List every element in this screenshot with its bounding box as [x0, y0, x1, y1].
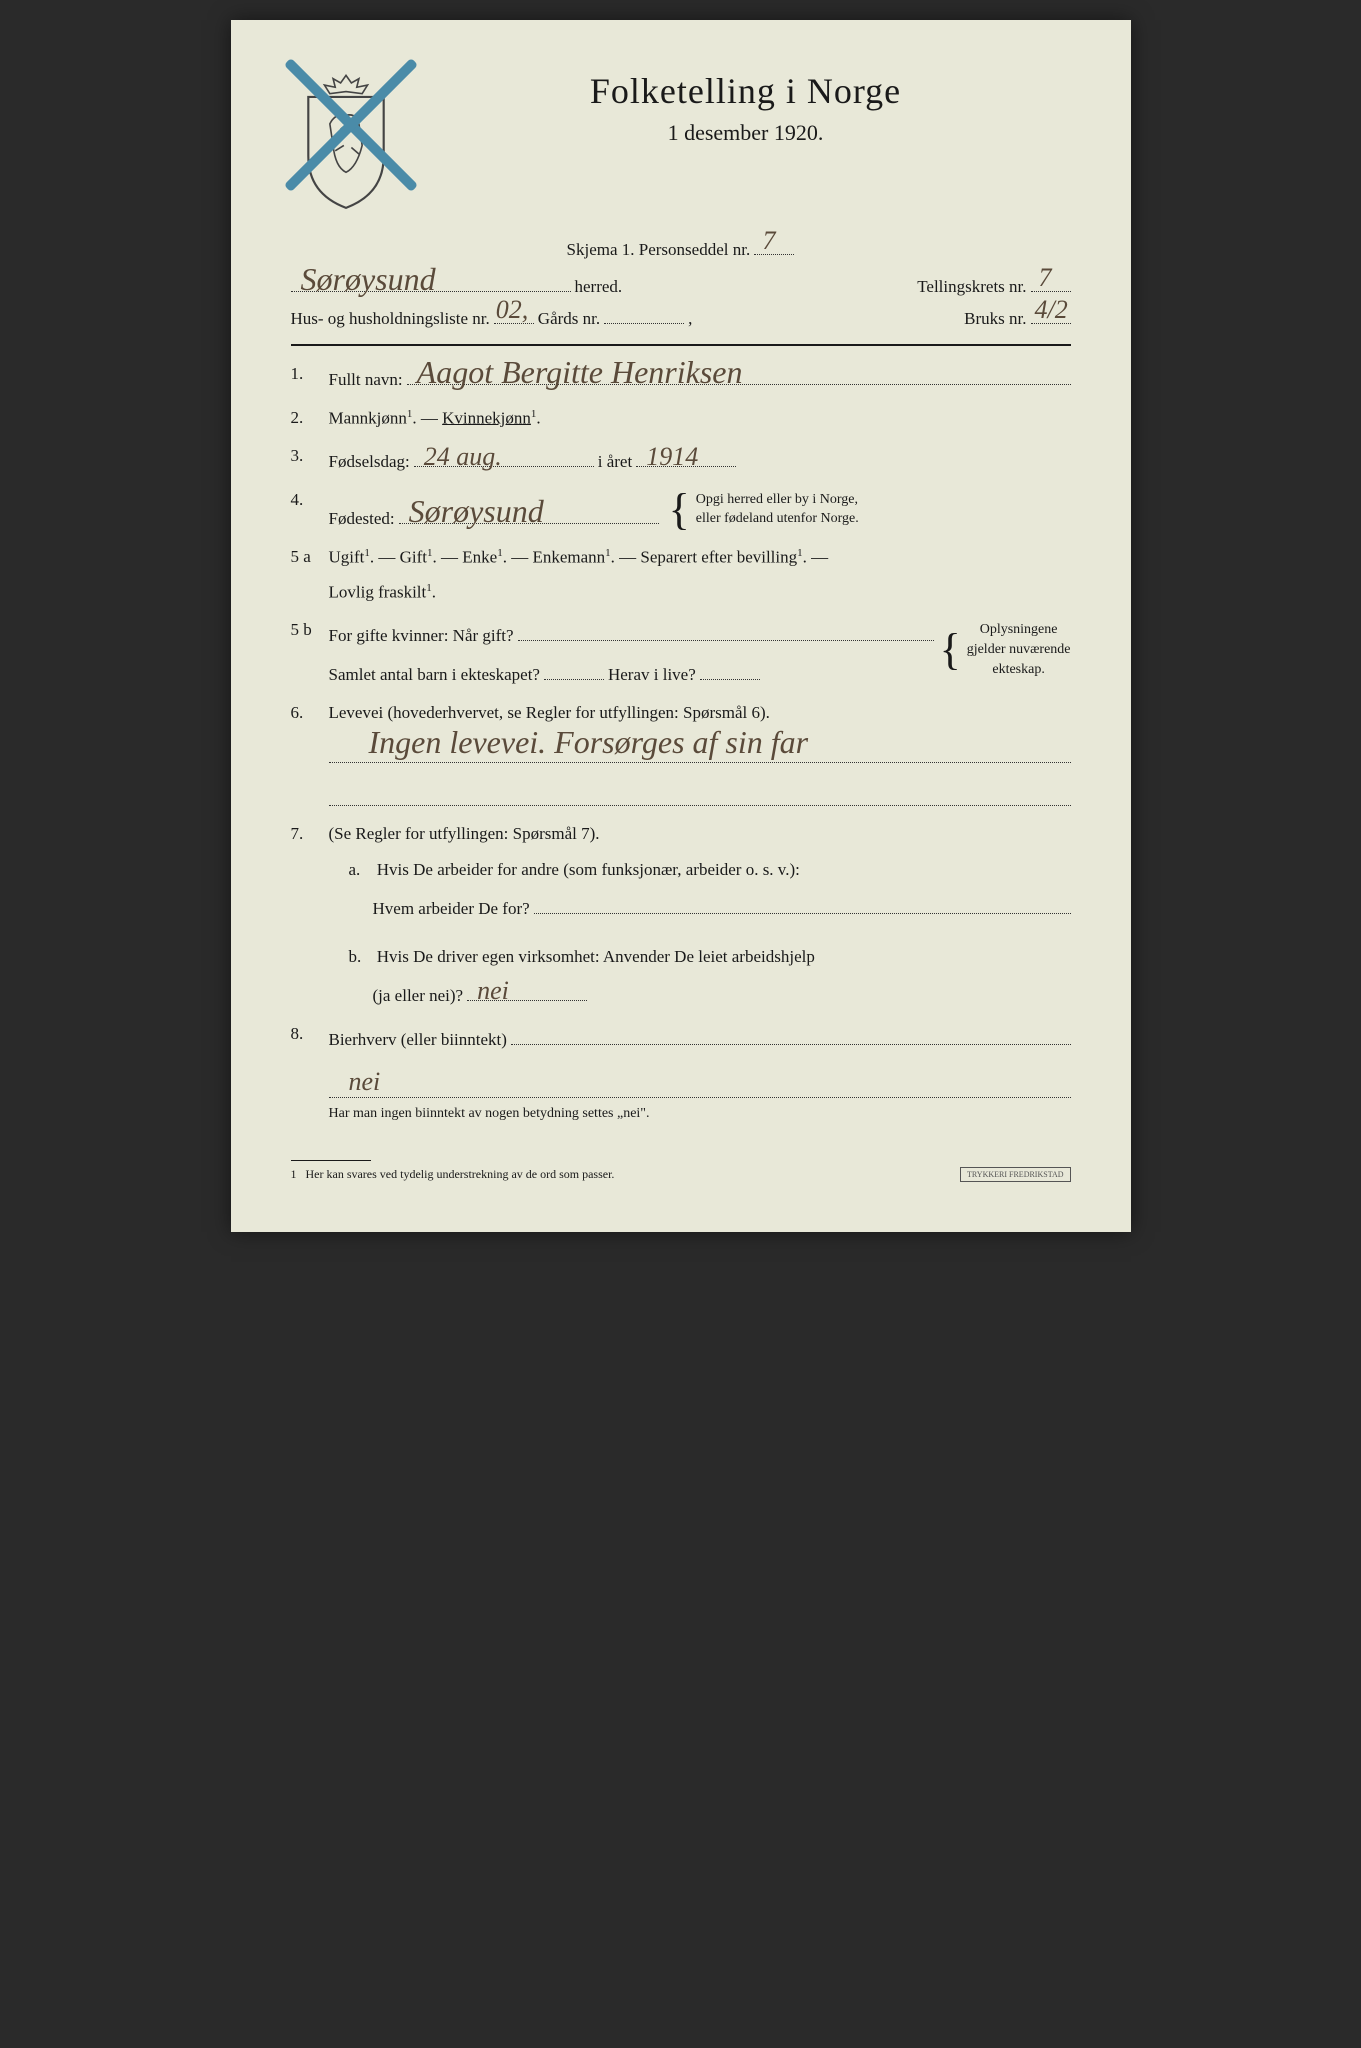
- q4-label: Fødested:: [329, 509, 395, 529]
- q7-num: 7.: [291, 824, 304, 844]
- q7b-label: b.: [349, 947, 373, 967]
- q8: 8. Bierhverv (eller biinntekt) nei Har m…: [291, 1024, 1071, 1122]
- q7b: b. Hvis De driver egen virksomhet: Anven…: [349, 947, 1071, 1006]
- q5b-label1: For gifte kvinner: Når gift?: [329, 626, 514, 646]
- q7b-value: nei: [477, 978, 509, 1004]
- tellingskrets-nr: 7: [1039, 265, 1052, 291]
- q5b-label2: Samlet antal barn i ekteskapet?: [329, 665, 540, 685]
- header: Folketelling i Norge 1 desember 1920.: [291, 70, 1071, 210]
- divider-top: [291, 344, 1071, 346]
- census-form: Folketelling i Norge 1 desember 1920. Sk…: [231, 20, 1131, 1232]
- q3-num: 3.: [291, 446, 304, 466]
- q2-num: 2.: [291, 408, 304, 428]
- bruks-nr: 4/2: [1035, 297, 1068, 323]
- q3-day: 24 aug.: [424, 444, 502, 470]
- q1-num: 1.: [291, 364, 304, 384]
- q2-mann: Mannkjønn: [329, 408, 407, 427]
- q3-year-label: i året: [598, 452, 632, 472]
- footnote: 1 Her kan svares ved tydelig understrekn…: [291, 1152, 1071, 1182]
- meta-herred-row: Sørøysund herred. Tellingskrets nr. 7: [291, 272, 1071, 297]
- q4-note2: eller fødeland utenfor Norge.: [696, 511, 859, 526]
- q5a: 5 a Ugift1. — Gift1. — Enke1. — Enkemann…: [291, 547, 1071, 602]
- q4: 4. Fødested: Sørøysund { Opgi herred ell…: [291, 490, 1071, 529]
- q5b-label3: Herav i live?: [608, 665, 696, 685]
- q2: 2. Mannkjønn1. — Kvinnekjønn1.: [291, 408, 1071, 429]
- herred-value: Sørøysund: [301, 263, 436, 295]
- q4-num: 4.: [291, 490, 304, 510]
- q7: 7. (Se Regler for utfyllingen: Spørsmål …: [291, 824, 1071, 1007]
- main-title: Folketelling i Norge: [421, 70, 1071, 112]
- coat-of-arms: [291, 70, 401, 210]
- meta-skjema: Skjema 1. Personseddel nr. 7: [291, 240, 1071, 260]
- q7-label: (Se Regler for utfyllingen: Spørsmål 7).: [329, 824, 600, 843]
- herred-label: herred.: [575, 277, 623, 297]
- q8-label: Bierhverv (eller biinntekt): [329, 1030, 507, 1050]
- q6-value: Ingen levevei. Forsørges af sin far: [369, 726, 809, 758]
- q7a-text2: Hvem arbeider De for?: [373, 899, 530, 919]
- q2-kvinne: Kvinnekjønn: [442, 408, 531, 427]
- q5b-note-group: { Oplysningene gjelder nuværende ekteska…: [934, 620, 1071, 679]
- footnote-text: Her kan svares ved tydelig understreknin…: [306, 1167, 615, 1181]
- q4-note-group: { Opgi herred eller by i Norge, eller fø…: [663, 490, 859, 529]
- q7a: a. Hvis De arbeider for andre (som funks…: [349, 860, 1071, 919]
- q5a-num: 5 a: [291, 547, 311, 567]
- tellingskrets-label: Tellingskrets nr.: [917, 277, 1026, 297]
- q5b: 5 b For gifte kvinner: Når gift? Samlet …: [291, 620, 1071, 685]
- q3-label: Fødselsdag:: [329, 452, 410, 472]
- printer-mark: TRYKKERI FREDRIKSTAD: [960, 1167, 1070, 1182]
- hus-nr: 02,: [496, 297, 529, 323]
- gards-label: Gårds nr.: [538, 309, 600, 329]
- q7b-text2: (ja eller nei)?: [373, 986, 464, 1006]
- bruks-label: Bruks nr.: [964, 309, 1026, 329]
- q1-value: Aagot Bergitte Henriksen: [417, 356, 743, 388]
- q7b-text: Hvis De driver egen virksomhet: Anvender…: [377, 947, 815, 966]
- q6: 6. Levevei (hovederhvervet, se Regler fo…: [291, 703, 1071, 805]
- q4-value: Sørøysund: [409, 495, 544, 527]
- q7a-text: Hvis De arbeider for andre (som funksjon…: [377, 860, 800, 879]
- q5b-num: 5 b: [291, 620, 312, 640]
- title-block: Folketelling i Norge 1 desember 1920.: [421, 70, 1071, 146]
- q1: 1. Fullt navn: Aagot Bergitte Henriksen: [291, 364, 1071, 389]
- q7a-label: a.: [349, 860, 373, 880]
- q3-year: 1914: [646, 444, 698, 470]
- meta-hus-row: Hus- og husholdningsliste nr. 02, Gårds …: [291, 309, 1071, 329]
- x-annotation: [271, 50, 431, 210]
- footnote-num: 1: [291, 1167, 297, 1181]
- q8-value: nei: [349, 1069, 381, 1095]
- q8-num: 8.: [291, 1024, 304, 1044]
- q4-note1: Opgi herred eller by i Norge,: [696, 492, 858, 507]
- q8-note: Har man ingen biinntekt av nogen betydni…: [329, 1106, 1071, 1122]
- census-date: 1 desember 1920.: [421, 120, 1071, 146]
- personseddel-nr: 7: [762, 228, 775, 254]
- skjema-label: Skjema 1. Personseddel nr.: [567, 240, 751, 259]
- hus-label: Hus- og husholdningsliste nr.: [291, 309, 490, 329]
- q1-label: Fullt navn:: [329, 370, 403, 390]
- q6-num: 6.: [291, 703, 304, 723]
- q3: 3. Fødselsdag: 24 aug. i året 1914: [291, 446, 1071, 471]
- q6-label: Levevei (hovederhvervet, se Regler for u…: [329, 703, 770, 722]
